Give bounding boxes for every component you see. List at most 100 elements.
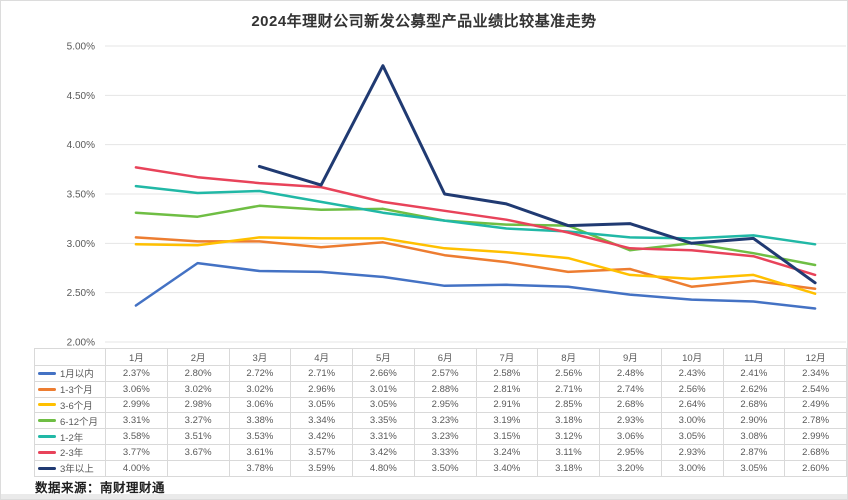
value-cell: 3.00% [660,459,724,477]
value-cell: 3.15% [475,428,539,445]
table-body: 1月以内 2.37% 2.80% 2.72% 2.71% 2.66% 2.57% 2.58% 2… [34,365,847,477]
legend-line-icon [38,387,56,391]
y-axis-label: 4.50% [67,91,95,102]
value-cell: 2.98% [166,396,230,414]
value-cell: 2.74% [599,380,662,398]
value-cell: 3.18% [537,412,600,430]
y-axis-label: 3.50% [67,190,95,201]
legend-cell: 1月以内 [34,365,106,382]
y-axis-label: 2.00% [67,338,95,347]
month-header: 1月 [105,348,168,366]
value-cell: 2.90% [722,412,786,430]
value-cell: 3.20% [599,459,662,477]
legend-label: 6-12个月 [60,416,99,428]
table-head: 1月 2月 3月 4月 5月 6月 7月 8月 9月 10月 11月 12月 [34,348,847,366]
legend-label: 2-3年 [60,448,84,460]
value-cell: 2.60% [784,459,847,477]
legend-cell: 1-2年 [34,428,106,445]
value-cell: 3.05% [290,396,353,414]
month-header: 6月 [413,348,477,366]
series-line-1月以内 [134,261,817,310]
legend-label: 1月以内 [60,369,94,381]
series-line-6-12个月 [134,204,817,267]
value-cell: 3.06% [228,396,292,414]
value-cell: 3.00% [660,412,724,430]
month-header: 11月 [722,348,786,366]
legend-label: 3年以上 [60,464,94,476]
value-cell: 2.91% [475,396,539,414]
value-cell: 2.54% [784,380,847,398]
value-cell: 3.59% [290,459,353,477]
value-cell: 2.56% [660,380,724,398]
value-cell: 2.95% [599,443,662,461]
value-cell: 3.31% [105,412,168,430]
value-cell: 2.56% [537,365,600,382]
legend-label: 3-6个月 [60,400,93,412]
month-header: 2月 [166,348,230,366]
value-cell: 2.48% [599,365,662,382]
month-header: 5月 [352,348,415,366]
value-cell: 3.24% [475,443,539,461]
legend-cell: 3年以上 [34,459,106,477]
value-cell: 2.80% [166,365,230,382]
value-cell: 3.77% [105,443,168,461]
value-cell: 2.34% [784,365,847,382]
month-header: 9月 [599,348,662,366]
value-cell: 3.50% [413,459,477,477]
legend-cell: 3-6个月 [34,396,106,414]
value-cell: 2.85% [537,396,600,414]
value-cell: 2.68% [784,443,847,461]
value-cell: 3.23% [413,428,477,445]
legend-line-icon [38,403,56,407]
legend-cell: 6-12个月 [34,412,106,430]
value-cell: 2.71% [537,380,600,398]
value-cell: 2.78% [784,412,847,430]
value-cell: 3.11% [537,443,600,461]
legend-cell: 2-3年 [34,443,106,461]
value-cell: 3.23% [413,412,477,430]
value-cell: 2.99% [784,428,847,445]
y-axis-label: 5.00% [67,42,95,53]
value-cell: 2.93% [599,412,662,430]
line-chart-area: 5.00% 4.50% 4.00% 3.50% 3.00% 2.50% 2.00% [1,1,847,349]
series-line-3年以上 [257,64,817,285]
legend-line-icon [38,371,56,375]
value-cell: 3.53% [228,428,292,445]
value-cell: 3.58% [105,428,168,445]
series-line-3-6个月 [134,236,817,295]
table-row: 1月以内 2.37% 2.80% 2.72% 2.71% 2.66% 2.57% 2.58% 2… [34,365,847,382]
value-cell: 3.35% [352,412,415,430]
y-axis-label: 4.00% [67,140,95,151]
table-row: 1-3个月 3.06% 3.02% 3.02% 2.96% 3.01% 2.88% 2.81%… [34,380,847,398]
legend-label: 1-2年 [60,432,84,444]
value-cell [166,459,230,477]
month-header: 4月 [290,348,353,366]
month-header: 3月 [228,348,292,366]
value-cell: 2.93% [660,443,724,461]
value-cell: 2.81% [475,380,539,398]
value-cell: 3.05% [352,396,415,414]
value-cell: 4.80% [352,459,415,477]
value-cell: 2.72% [228,365,292,382]
value-cell: 3.08% [722,428,786,445]
month-header: 8月 [537,348,600,366]
legend-line-icon [38,466,56,470]
month-header: 7月 [475,348,539,366]
series-line-1-2年 [134,184,817,246]
value-cell: 3.33% [413,443,477,461]
value-cell: 3.06% [599,428,662,445]
value-cell: 2.87% [722,443,786,461]
legend-line-icon [38,450,56,454]
value-cell: 3.31% [352,428,415,445]
value-cell: 3.51% [166,428,230,445]
value-cell: 2.68% [599,396,662,414]
value-cell: 3.01% [352,380,415,398]
table-row: 3年以上 4.00% 3.78% 3.59% 4.80% 3.50% 3.40% 3.18% 3… [34,459,847,477]
legend-column-header [34,348,106,366]
table-row: 3-6个月 2.99% 2.98% 3.06% 3.05% 3.05% 2.95% 2.91%… [34,396,847,414]
legend-cell: 1-3个月 [34,380,106,398]
value-cell: 3.02% [228,380,292,398]
value-cell: 3.34% [290,412,353,430]
value-cell: 2.58% [475,365,539,382]
